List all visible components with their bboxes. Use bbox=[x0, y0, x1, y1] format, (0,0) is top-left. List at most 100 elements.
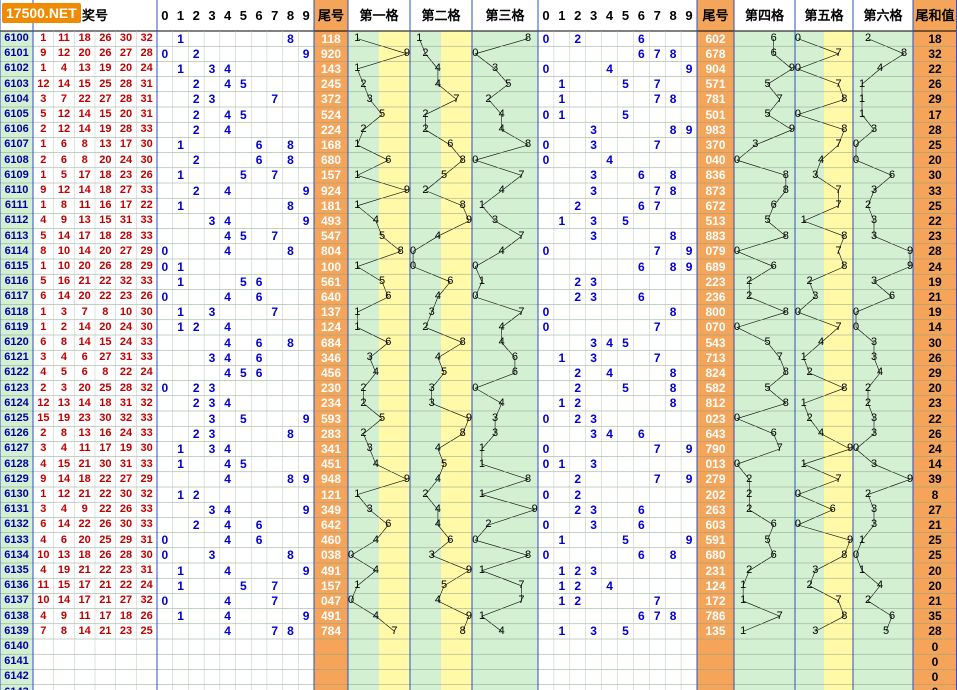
prize-number: 3 bbox=[40, 92, 47, 105]
digit-mark: 2 bbox=[574, 274, 582, 289]
header-digit-5[interactable]: 5 bbox=[617, 0, 634, 31]
prize-number: 20 bbox=[99, 244, 112, 257]
header-digit-3[interactable]: 3 bbox=[585, 0, 602, 31]
header-digit-0[interactable]: 0 bbox=[157, 0, 173, 31]
header-grid-4[interactable]: 第四格 bbox=[734, 0, 795, 31]
header-digit-6[interactable]: 6 bbox=[633, 0, 650, 31]
prize-number: 30 bbox=[140, 320, 153, 333]
prize-number: 26 bbox=[99, 260, 112, 273]
grid-value: 3 bbox=[428, 381, 435, 394]
digit-mark: 4 bbox=[224, 365, 231, 380]
tail-sum-value: 14 bbox=[913, 456, 957, 472]
digit-mark: 0 bbox=[542, 244, 550, 259]
grid-value: 1 bbox=[478, 609, 485, 622]
header-digit-2[interactable]: 2 bbox=[188, 0, 205, 31]
grid-value: 6 bbox=[770, 518, 777, 531]
digit-mark: 8 bbox=[669, 183, 677, 198]
digit-mark: 3 bbox=[590, 502, 597, 517]
header-digit-2[interactable]: 2 bbox=[569, 0, 586, 31]
header-digit-4[interactable]: 4 bbox=[601, 0, 618, 31]
digit-mark: 6 bbox=[637, 548, 645, 563]
prize-number: 31 bbox=[140, 92, 153, 105]
header-tail-1[interactable]: 尾号 bbox=[314, 0, 348, 31]
header-digit-9[interactable]: 9 bbox=[681, 0, 697, 31]
digit-mark: 4 bbox=[224, 396, 231, 411]
header-digit-7[interactable]: 7 bbox=[266, 0, 283, 31]
header-digit-6[interactable]: 6 bbox=[251, 0, 267, 31]
grid-value: 0 bbox=[795, 62, 801, 75]
header-tail-2[interactable]: 尾号 bbox=[697, 0, 734, 31]
header-digit-1[interactable]: 1 bbox=[172, 0, 189, 31]
header-digit-3[interactable]: 3 bbox=[204, 0, 220, 31]
digit-mark: 9 bbox=[302, 609, 310, 624]
digit-mark: 9 bbox=[685, 472, 693, 487]
prize-number: 23 bbox=[119, 290, 133, 303]
digit-mark: 1 bbox=[558, 624, 566, 639]
prize-number: 32 bbox=[119, 275, 133, 288]
header-digit-9[interactable]: 9 bbox=[298, 0, 314, 31]
prize-number: 13 bbox=[57, 548, 71, 561]
digit-mark: 3 bbox=[208, 441, 216, 456]
digit-mark: 9 bbox=[685, 441, 693, 456]
prize-number: 4 bbox=[40, 457, 47, 470]
header-grid-1[interactable]: 第一格 bbox=[348, 0, 410, 31]
grid-value: 5 bbox=[764, 336, 771, 349]
grid-value: 1 bbox=[859, 77, 865, 90]
issue-number: 6109 bbox=[0, 167, 33, 183]
grid-value: 4 bbox=[434, 229, 441, 242]
grid-value: 3 bbox=[812, 564, 819, 577]
prize-number: 4 bbox=[60, 442, 68, 455]
header-sum[interactable]: 尾和值 bbox=[913, 0, 957, 31]
header-digit-0[interactable]: 0 bbox=[538, 0, 554, 31]
prize-number: 22 bbox=[99, 564, 112, 577]
prize-number: 17 bbox=[78, 579, 91, 592]
issue-number: 6133 bbox=[0, 532, 33, 548]
header-digit-4[interactable]: 4 bbox=[219, 0, 236, 31]
digit-mark: 0 bbox=[542, 305, 550, 320]
issue-number: 6128 bbox=[0, 456, 33, 472]
prize-number: 24 bbox=[140, 62, 153, 75]
header-grid-6[interactable]: 第六格 bbox=[853, 0, 913, 31]
prize-number: 22 bbox=[78, 92, 91, 105]
prize-number: 11 bbox=[78, 609, 91, 622]
issue-number: 6136 bbox=[0, 578, 33, 594]
prize-number: 31 bbox=[119, 396, 133, 409]
prize-number: 9 bbox=[60, 609, 68, 622]
tail-sum-value: 26 bbox=[913, 350, 957, 366]
issue-number: 6117 bbox=[0, 289, 33, 305]
digit-mark: 7 bbox=[271, 624, 279, 639]
column-half-g5 bbox=[795, 31, 824, 690]
prize-number: 1 bbox=[40, 320, 47, 333]
digit-mark: 4 bbox=[224, 77, 231, 92]
prize-number: 14 bbox=[57, 594, 71, 607]
digit-mark: 4 bbox=[224, 289, 231, 304]
header-digit-5[interactable]: 5 bbox=[235, 0, 252, 31]
grid-value: 3 bbox=[752, 138, 759, 151]
digit-mark: 4 bbox=[224, 609, 231, 624]
digit-mark: 9 bbox=[302, 472, 310, 487]
header-digit-8[interactable]: 8 bbox=[282, 0, 299, 31]
digit-mark: 4 bbox=[606, 153, 613, 168]
header-grid-5[interactable]: 第五格 bbox=[795, 0, 853, 31]
digit-mark: 0 bbox=[161, 244, 169, 259]
header-digit-7[interactable]: 7 bbox=[649, 0, 666, 31]
digit-mark: 4 bbox=[224, 563, 231, 578]
grid-value: 0 bbox=[734, 244, 741, 257]
grid-value: 1 bbox=[416, 32, 423, 45]
header-digit-8[interactable]: 8 bbox=[665, 0, 682, 31]
digit-mark: 9 bbox=[685, 244, 693, 259]
grid-value: 6 bbox=[447, 138, 454, 151]
prize-number: 13 bbox=[99, 138, 112, 151]
grid-value: 3 bbox=[871, 336, 877, 349]
grid-value: 9 bbox=[907, 472, 913, 485]
prize-number: 1 bbox=[40, 260, 47, 273]
digit-mark: 0 bbox=[542, 441, 550, 456]
header-grid-3[interactable]: 第三格 bbox=[472, 0, 538, 31]
tail-number-1: 157 bbox=[314, 167, 348, 183]
digit-mark: 4 bbox=[224, 244, 231, 259]
tail-number-1: 460 bbox=[314, 532, 348, 548]
header-grid-2[interactable]: 第二格 bbox=[410, 0, 472, 31]
prize-number: 14 bbox=[78, 336, 91, 349]
header-digit-1[interactable]: 1 bbox=[553, 0, 570, 31]
